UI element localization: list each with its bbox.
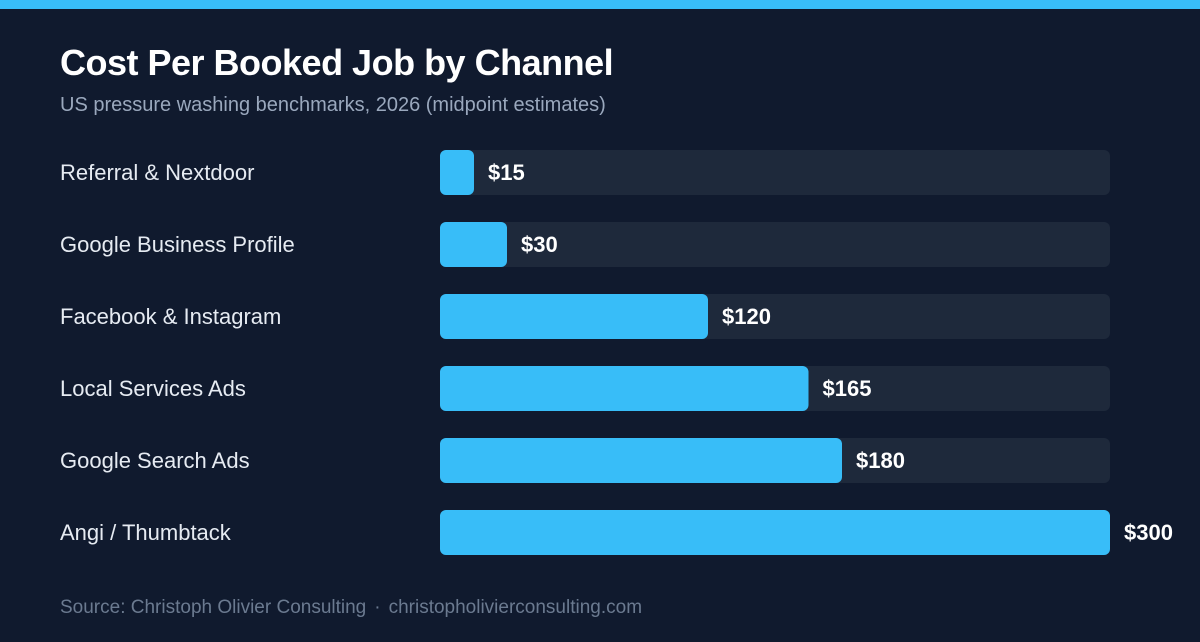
category-label: Google Business Profile — [60, 232, 295, 257]
bar — [440, 438, 842, 483]
category-label: Local Services Ads — [60, 376, 246, 401]
footer-separator: · — [374, 597, 381, 618]
category-label: Referral & Nextdoor — [60, 160, 254, 185]
bar — [440, 150, 474, 195]
value-label: $180 — [856, 448, 905, 473]
source-text: Source: Christoph Olivier Consulting — [60, 597, 367, 618]
bar — [440, 222, 507, 267]
category-label: Angi / Thumbtack — [60, 520, 232, 545]
chart-title: Cost Per Booked Job by Channel — [60, 42, 614, 83]
bar-track — [440, 222, 1110, 267]
bar-track — [440, 150, 1110, 195]
source-footer: Source: Christoph Olivier Consulting · chr… — [60, 597, 642, 619]
category-label: Facebook & Instagram — [60, 304, 281, 329]
value-label: $30 — [521, 232, 558, 257]
value-label: $120 — [722, 304, 771, 329]
chart-subtitle: US pressure washing benchmarks, 2026 (mi… — [60, 94, 606, 116]
bar — [440, 510, 1110, 555]
website-link[interactable]: christopholivierconsulting.com — [388, 597, 643, 618]
value-label: $300 — [1124, 520, 1173, 545]
value-label: $165 — [823, 376, 872, 401]
bar — [440, 294, 708, 339]
top-accent-bar — [0, 0, 1200, 9]
bar — [440, 366, 809, 411]
value-label: $15 — [488, 160, 525, 185]
category-label: Google Search Ads — [60, 448, 250, 473]
